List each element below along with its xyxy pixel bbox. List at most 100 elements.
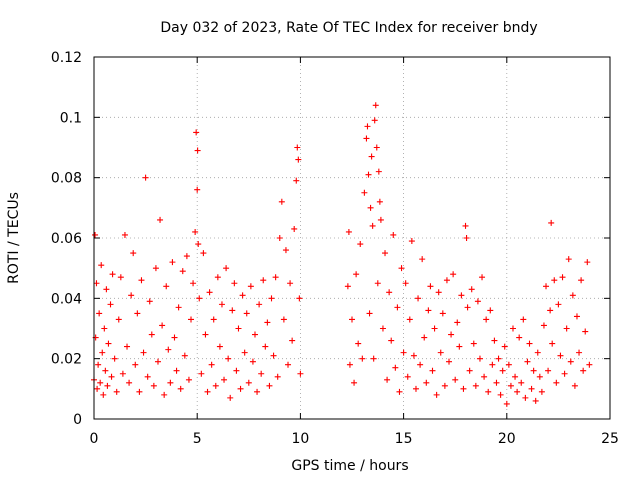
data-point xyxy=(291,225,298,232)
data-point xyxy=(567,358,574,365)
data-point xyxy=(152,265,159,272)
data-point xyxy=(258,370,265,377)
data-point xyxy=(404,373,411,380)
data-point xyxy=(578,277,585,284)
data-point xyxy=(177,385,184,392)
x-tick-label: 5 xyxy=(193,431,202,447)
data-point xyxy=(109,271,116,278)
data-point xyxy=(96,310,103,317)
data-point xyxy=(229,307,236,314)
data-point xyxy=(408,238,415,245)
data-point xyxy=(530,367,537,374)
data-point xyxy=(208,361,215,368)
data-point xyxy=(278,198,285,205)
data-point xyxy=(415,295,422,302)
data-point xyxy=(563,325,570,332)
data-point xyxy=(108,373,115,380)
data-point xyxy=(349,316,355,323)
data-point xyxy=(121,231,128,238)
data-point xyxy=(351,379,358,386)
data-point xyxy=(441,382,448,389)
chart-title: Day 032 of 2023, Rate Of TEC Index for r… xyxy=(160,20,537,36)
data-point xyxy=(241,349,248,356)
data-point xyxy=(194,147,201,154)
data-point xyxy=(198,370,205,377)
data-point xyxy=(400,349,407,356)
data-point xyxy=(225,355,232,362)
data-point xyxy=(169,259,176,266)
data-point xyxy=(235,325,242,332)
data-point xyxy=(161,391,168,398)
data-point xyxy=(443,277,450,284)
data-point xyxy=(98,262,105,269)
data-point xyxy=(237,385,244,392)
data-point xyxy=(345,228,352,235)
data-point xyxy=(214,274,221,281)
data-point xyxy=(376,198,383,205)
data-point xyxy=(113,388,120,395)
data-point xyxy=(406,316,413,323)
data-point xyxy=(357,241,364,248)
data-point xyxy=(551,277,558,284)
data-point xyxy=(262,343,269,350)
data-point xyxy=(359,355,366,362)
data-point xyxy=(374,280,381,287)
y-tick-label: 0.04 xyxy=(51,291,82,307)
data-point xyxy=(270,352,277,359)
data-point xyxy=(190,280,197,287)
data-point xyxy=(462,222,469,229)
data-point xyxy=(185,376,192,383)
data-point xyxy=(365,171,372,178)
data-point xyxy=(375,168,382,175)
data-point xyxy=(427,283,434,290)
data-point xyxy=(509,325,516,332)
data-point xyxy=(520,316,527,323)
data-point xyxy=(124,343,131,350)
data-point xyxy=(171,334,178,341)
data-point xyxy=(392,364,399,371)
data-point xyxy=(446,358,453,365)
data-point xyxy=(369,222,376,229)
data-point xyxy=(154,358,161,365)
data-point xyxy=(150,382,157,389)
data-point xyxy=(260,277,267,284)
data-point xyxy=(111,355,118,362)
data-point xyxy=(545,367,552,374)
data-point xyxy=(293,177,300,184)
data-point xyxy=(95,361,102,368)
data-point xyxy=(280,316,287,323)
x-axis-label: GPS time / hours xyxy=(291,458,408,474)
data-point xyxy=(181,352,188,359)
grid-lines xyxy=(94,57,610,419)
data-point xyxy=(368,153,375,160)
data-point xyxy=(412,385,419,392)
data-point xyxy=(254,388,261,395)
y-tick-label: 0.06 xyxy=(51,231,82,247)
data-point xyxy=(499,367,506,374)
data-point xyxy=(481,373,488,380)
data-point xyxy=(584,259,591,266)
x-tick-label: 10 xyxy=(291,431,309,447)
data-point xyxy=(501,343,508,350)
data-point xyxy=(294,144,301,151)
data-point xyxy=(571,382,578,389)
data-point xyxy=(538,388,545,395)
data-point xyxy=(580,367,587,374)
data-point xyxy=(390,231,397,238)
data-point xyxy=(433,391,440,398)
data-point xyxy=(194,186,201,193)
data-point xyxy=(516,334,523,341)
data-point xyxy=(487,307,494,314)
data-point xyxy=(103,286,110,293)
data-point xyxy=(202,331,209,338)
data-point xyxy=(245,379,252,386)
data-point xyxy=(553,379,560,386)
data-point xyxy=(204,388,211,395)
data-point xyxy=(495,355,502,362)
data-point xyxy=(256,301,263,308)
data-point xyxy=(221,376,228,383)
data-point xyxy=(468,286,475,293)
data-point xyxy=(148,331,155,338)
data-point xyxy=(216,343,223,350)
data-point xyxy=(417,361,424,368)
